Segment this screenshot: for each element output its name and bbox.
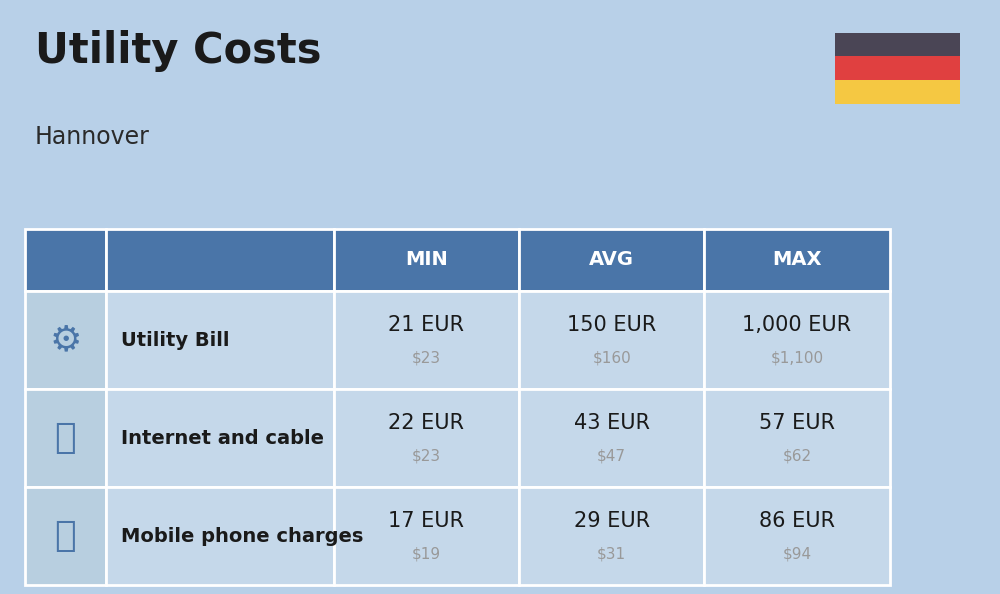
- Text: $62: $62: [782, 448, 811, 463]
- FancyBboxPatch shape: [835, 56, 960, 80]
- Text: Mobile phone charges: Mobile phone charges: [121, 527, 363, 545]
- FancyBboxPatch shape: [25, 389, 106, 487]
- Text: $23: $23: [412, 350, 441, 365]
- FancyBboxPatch shape: [334, 487, 519, 585]
- Text: $1,100: $1,100: [770, 350, 823, 365]
- FancyBboxPatch shape: [25, 487, 106, 585]
- Text: ⚙: ⚙: [49, 323, 82, 357]
- Text: 1,000 EUR: 1,000 EUR: [742, 315, 851, 335]
- Text: MIN: MIN: [405, 251, 448, 269]
- FancyBboxPatch shape: [519, 389, 704, 487]
- Text: 21 EUR: 21 EUR: [388, 315, 464, 335]
- FancyBboxPatch shape: [25, 291, 106, 389]
- Text: Utility Costs: Utility Costs: [35, 30, 322, 72]
- Text: $94: $94: [782, 546, 811, 561]
- Text: $160: $160: [592, 350, 631, 365]
- FancyBboxPatch shape: [519, 487, 704, 585]
- Text: 17 EUR: 17 EUR: [388, 511, 464, 531]
- Text: AVG: AVG: [589, 251, 634, 269]
- Text: Internet and cable: Internet and cable: [121, 429, 324, 447]
- FancyBboxPatch shape: [106, 291, 334, 389]
- Text: 📡: 📡: [55, 421, 76, 455]
- FancyBboxPatch shape: [704, 229, 890, 291]
- FancyBboxPatch shape: [334, 291, 519, 389]
- FancyBboxPatch shape: [106, 389, 334, 487]
- Text: $23: $23: [412, 448, 441, 463]
- FancyBboxPatch shape: [519, 229, 704, 291]
- FancyBboxPatch shape: [835, 33, 960, 56]
- FancyBboxPatch shape: [106, 229, 334, 291]
- FancyBboxPatch shape: [704, 291, 890, 389]
- FancyBboxPatch shape: [334, 229, 519, 291]
- FancyBboxPatch shape: [704, 389, 890, 487]
- Text: 📱: 📱: [55, 519, 76, 553]
- FancyBboxPatch shape: [704, 487, 890, 585]
- Text: $31: $31: [597, 546, 626, 561]
- Text: $47: $47: [597, 448, 626, 463]
- Text: 22 EUR: 22 EUR: [388, 413, 464, 433]
- Text: 86 EUR: 86 EUR: [759, 511, 835, 531]
- Text: 150 EUR: 150 EUR: [567, 315, 656, 335]
- Text: MAX: MAX: [772, 251, 822, 269]
- Text: 29 EUR: 29 EUR: [574, 511, 650, 531]
- FancyBboxPatch shape: [25, 229, 106, 291]
- Text: Utility Bill: Utility Bill: [121, 331, 229, 349]
- FancyBboxPatch shape: [106, 487, 334, 585]
- FancyBboxPatch shape: [334, 389, 519, 487]
- Text: 43 EUR: 43 EUR: [574, 413, 650, 433]
- FancyBboxPatch shape: [519, 291, 704, 389]
- Text: Hannover: Hannover: [35, 125, 150, 148]
- Text: $19: $19: [412, 546, 441, 561]
- FancyBboxPatch shape: [835, 80, 960, 104]
- Text: 57 EUR: 57 EUR: [759, 413, 835, 433]
